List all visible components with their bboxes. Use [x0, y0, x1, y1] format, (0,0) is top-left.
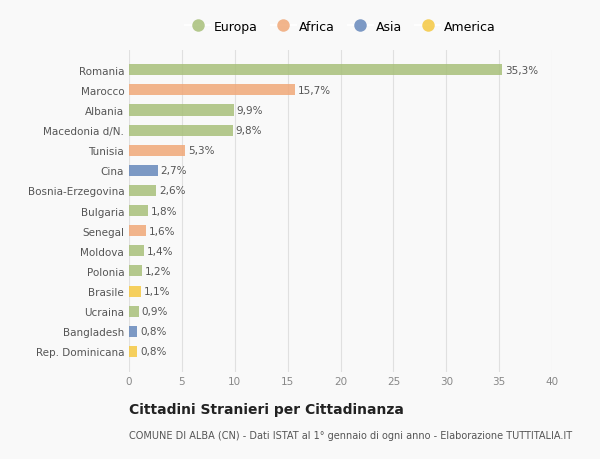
Text: 1,2%: 1,2% [145, 266, 172, 276]
Text: 1,1%: 1,1% [144, 286, 170, 297]
Bar [129, 125, 233, 136]
Text: 1,8%: 1,8% [151, 206, 178, 216]
Bar [129, 246, 144, 257]
Text: 9,8%: 9,8% [236, 126, 262, 136]
Text: 5,3%: 5,3% [188, 146, 215, 156]
Bar [129, 206, 148, 217]
Legend: Europa, Africa, Asia, America: Europa, Africa, Asia, America [183, 18, 498, 36]
Text: 0,9%: 0,9% [142, 307, 168, 317]
Bar [129, 286, 140, 297]
Text: 35,3%: 35,3% [505, 66, 539, 76]
Text: 0,8%: 0,8% [140, 347, 167, 357]
Text: 1,6%: 1,6% [149, 226, 176, 236]
Bar [129, 165, 158, 177]
Bar [129, 146, 185, 157]
Text: Cittadini Stranieri per Cittadinanza: Cittadini Stranieri per Cittadinanza [129, 402, 404, 416]
Bar [129, 266, 142, 277]
Text: 15,7%: 15,7% [298, 86, 331, 95]
Bar [129, 326, 137, 337]
Text: 2,6%: 2,6% [160, 186, 186, 196]
Bar [129, 65, 502, 76]
Bar [129, 85, 295, 96]
Bar [129, 105, 233, 116]
Bar [129, 185, 157, 196]
Bar [129, 346, 137, 357]
Bar [129, 306, 139, 317]
Text: 9,9%: 9,9% [237, 106, 263, 116]
Text: 0,8%: 0,8% [140, 327, 167, 336]
Text: 2,7%: 2,7% [161, 166, 187, 176]
Bar [129, 226, 146, 237]
Text: 1,4%: 1,4% [147, 246, 173, 256]
Text: COMUNE DI ALBA (CN) - Dati ISTAT al 1° gennaio di ogni anno - Elaborazione TUTTI: COMUNE DI ALBA (CN) - Dati ISTAT al 1° g… [129, 431, 572, 440]
